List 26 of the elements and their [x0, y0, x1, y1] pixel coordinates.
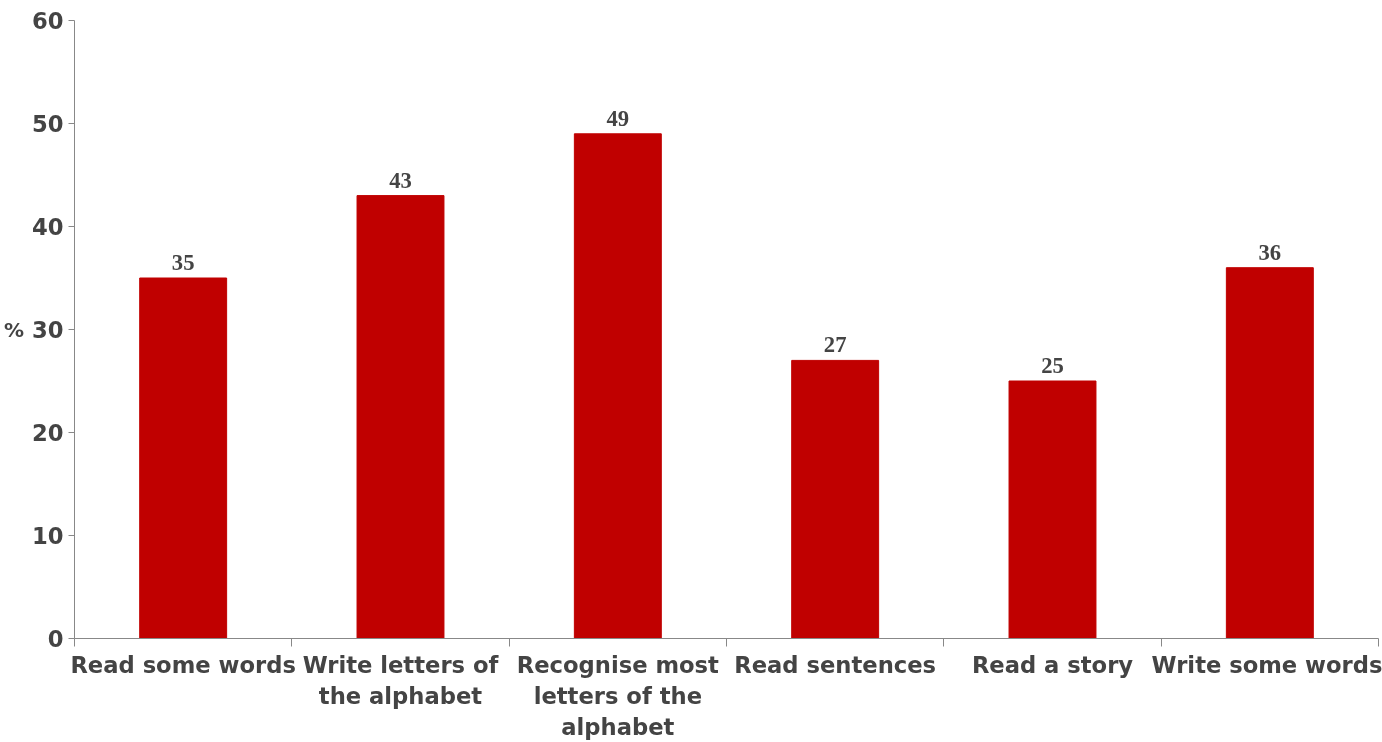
y-tick-label: 0 — [47, 626, 64, 652]
y-tick-label: 40 — [31, 214, 64, 240]
y-tick-label: 50 — [31, 111, 64, 137]
data-label: 35 — [171, 250, 195, 275]
bar — [1225, 267, 1314, 639]
y-tick-label: 20 — [31, 420, 64, 446]
data-label: 25 — [1041, 353, 1064, 378]
y-tick-label: 60 — [31, 8, 64, 34]
bar — [573, 133, 662, 639]
bar — [1008, 380, 1097, 639]
data-label: 27 — [823, 332, 847, 358]
bar — [139, 277, 228, 639]
x-tick-label: Read some words — [70, 651, 296, 678]
x-tick-label: Recognise most letters of the alphabet — [516, 651, 720, 740]
x-tick-label: Read sentences — [734, 651, 937, 678]
y-tick-label: 10 — [31, 523, 64, 549]
x-tick-label: Write some words — [1151, 651, 1382, 678]
y-tick-label: 30 — [31, 317, 64, 343]
data-label: 49 — [606, 105, 630, 131]
data-label: 43 — [389, 167, 412, 193]
data-label: 36 — [1258, 239, 1282, 265]
y-axis-title: % — [3, 317, 24, 342]
bar — [791, 359, 880, 639]
x-tick-label: Read a story — [971, 651, 1134, 678]
bar — [356, 195, 445, 639]
x-tick-label: Write letters of the alphabet — [302, 651, 500, 709]
